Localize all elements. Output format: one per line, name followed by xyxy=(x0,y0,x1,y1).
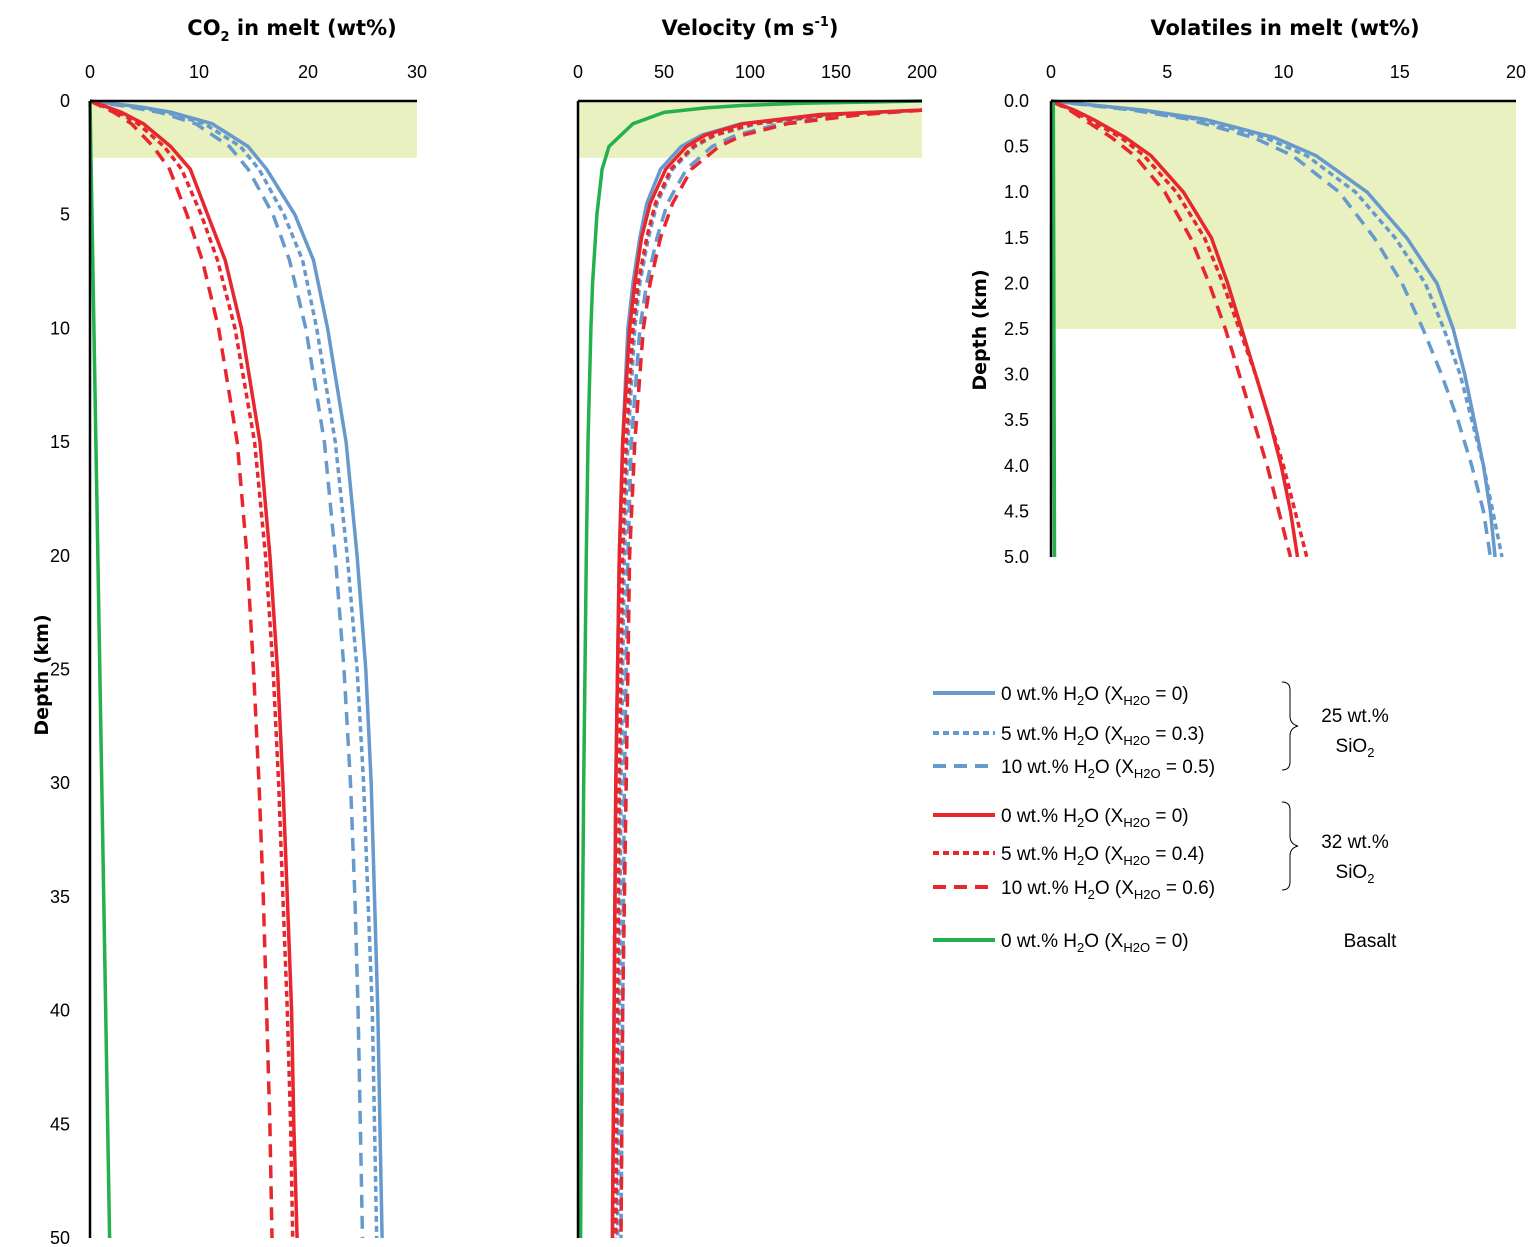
panel2-x-tick-label: 200 xyxy=(907,62,937,82)
panel3-series-s32_0 xyxy=(1050,99,1300,558)
panel1-y-tick-label: 15 xyxy=(50,432,70,452)
panel3-y-axis-label: Depth (km) xyxy=(969,269,991,390)
panel1-x-tick-label: 30 xyxy=(407,62,427,82)
legend-label-s25_10: 10 wt.% H2O (XH2O = 0.5) xyxy=(1001,757,1215,781)
panel1-y-tick-label: 10 xyxy=(50,318,70,338)
panel2-title: Velocity (m s-1) xyxy=(661,15,838,40)
panel3-y-tick-label: 5.0 xyxy=(1004,547,1029,567)
panel1-y-tick-label: 30 xyxy=(50,773,70,793)
panel3-y-tick-label: 2.5 xyxy=(1004,319,1029,339)
panel1-y-tick-label: 35 xyxy=(50,887,70,907)
panel2-x-tick-label: 50 xyxy=(654,62,674,82)
legend-label-s32_5: 5 wt.% H2O (XH2O = 0.4) xyxy=(1001,844,1204,868)
panel3-x-tick-label: 10 xyxy=(1273,62,1293,82)
panel2-x-tick-label: 150 xyxy=(821,62,851,82)
panel3-y-tick-label: 3.0 xyxy=(1004,365,1029,385)
legend-label-basalt: 0 wt.% H2O (XH2O = 0) xyxy=(1001,931,1189,955)
panel1-y-axis-label: Depth (km) xyxy=(31,614,53,735)
panel1-y-tick-label: 5 xyxy=(60,205,70,225)
panel3-y-tick-label: 1.5 xyxy=(1004,228,1029,248)
legend-label-s32_10: 10 wt.% H2O (XH2O = 0.6) xyxy=(1001,878,1215,902)
panel3-series-s25_10 xyxy=(1050,99,1493,558)
panel2-series-s32_0 xyxy=(610,108,923,1239)
panel3-series-s32_5 xyxy=(1050,99,1309,558)
panel1-y-tick-label: 0 xyxy=(60,91,70,111)
legend-rows: 0 wt.% H2O (XH2O = 0) 5 wt.% H2O (XH2O = … xyxy=(933,684,1215,955)
panel1-y-tick-label: 50 xyxy=(50,1228,70,1247)
panel3-x-tick-label: 5 xyxy=(1162,62,1172,82)
panel2-series-s25_5 xyxy=(615,108,923,1239)
panel1-y-tick-label: 25 xyxy=(50,660,70,680)
panel-3: 0 5 10 15 20 0.0 0.5 1.0 1.5 2.0 2.5 3.0 3.5 4.0 4.5 5.… xyxy=(1004,62,1526,567)
panel2-series-basalt xyxy=(578,99,923,1239)
panel2-shaded-band xyxy=(578,101,922,158)
panel3-series-s25_5 xyxy=(1050,99,1504,558)
panel1-series-s32_10 xyxy=(89,99,274,1239)
panel3-series-s32_10 xyxy=(1050,99,1293,558)
panel2-series-s25_0 xyxy=(610,108,923,1239)
panel2-series-s32_5 xyxy=(614,108,923,1239)
panel1-series-basalt xyxy=(88,100,112,1239)
panel3-x-tick-label: 15 xyxy=(1390,62,1410,82)
group-32-line1: 32 wt.% xyxy=(1321,832,1389,853)
panel1-series-s32_0 xyxy=(89,99,299,1239)
panel1-series-s25_5 xyxy=(89,99,379,1239)
panel3-y-tick-label: 3.5 xyxy=(1004,410,1029,430)
panel3-y-tick-label: 4.0 xyxy=(1004,456,1029,476)
panel1-series-s25_10 xyxy=(89,99,365,1239)
panel1-y-tick-label: 45 xyxy=(50,1114,70,1134)
panel2-series-s32_10 xyxy=(619,108,923,1239)
panel1-title: CO2 in melt (wt%) xyxy=(187,16,396,45)
panel-1: 0 10 20 30 0 5 10 15 20 25 30 35 40 45 50 xyxy=(50,62,427,1247)
panel1-x-tick-label: 10 xyxy=(189,62,209,82)
panel2-x-tick-label: 100 xyxy=(735,62,765,82)
panel3-y-tick-label: 4.5 xyxy=(1004,501,1029,521)
panel1-x-tick-label: 0 xyxy=(85,62,95,82)
panel-2: 0 50 100 150 200 xyxy=(573,62,937,1239)
group-25-line1: 25 wt.% xyxy=(1321,706,1389,727)
legend-label-s32_0: 0 wt.% H2O (XH2O = 0) xyxy=(1001,806,1189,830)
panel3-x-tick-label: 20 xyxy=(1506,62,1526,82)
panel3-title: Volatiles in melt (wt%) xyxy=(1150,16,1419,40)
panel1-series-s32_5 xyxy=(89,99,295,1239)
panel1-series-s25_0 xyxy=(89,99,384,1239)
panel2-series-s25_10 xyxy=(619,108,923,1239)
legend: 0 wt.% H2O (XH2O = 0) 5 wt.% H2O (XH2O = … xyxy=(933,681,1398,955)
panel1-y-tick-label: 20 xyxy=(50,546,70,566)
brace-32 xyxy=(1281,801,1299,891)
legend-label-s25_0: 0 wt.% H2O (XH2O = 0) xyxy=(1001,684,1189,708)
panel3-y-tick-label: 0.0 xyxy=(1004,91,1029,111)
legend-label-s25_5: 5 wt.% H2O (XH2O = 0.3) xyxy=(1001,724,1204,748)
panel3-x-tick-label: 0 xyxy=(1046,62,1056,82)
panel3-y-tick-label: 2.0 xyxy=(1004,273,1029,293)
panel2-x-tick-label: 0 xyxy=(573,62,583,82)
group-32-line2: SiO2 xyxy=(1336,862,1375,886)
panel3-y-tick-label: 1.0 xyxy=(1004,182,1029,202)
panel1-x-tick-label: 20 xyxy=(298,62,318,82)
panel3-y-tick-label: 0.5 xyxy=(1004,137,1029,157)
group-25-line2: SiO2 xyxy=(1336,736,1375,760)
brace-25 xyxy=(1281,681,1299,771)
group-basalt: Basalt xyxy=(1344,931,1398,952)
panel1-y-tick-label: 40 xyxy=(50,1001,70,1021)
